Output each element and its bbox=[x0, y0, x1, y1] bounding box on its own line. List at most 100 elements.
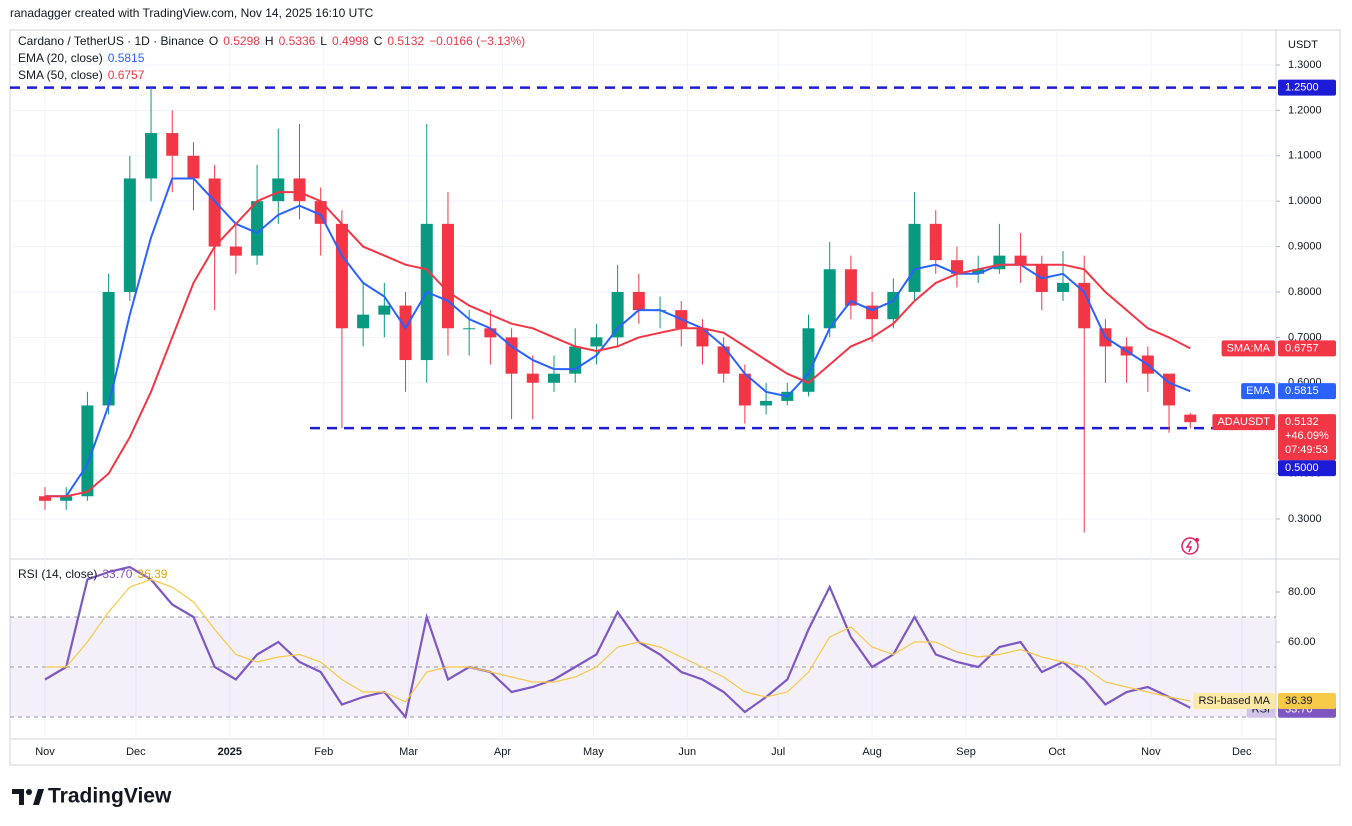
x-tick-label: Sep bbox=[956, 746, 976, 758]
x-tick-label: Nov bbox=[35, 746, 55, 758]
candle-body bbox=[505, 337, 518, 374]
x-tick-label: Oct bbox=[1048, 746, 1065, 758]
candle-body bbox=[717, 346, 730, 374]
rsi-tag-bg bbox=[1278, 693, 1336, 710]
x-tick-label: Jun bbox=[678, 746, 696, 758]
legend-text: C bbox=[374, 34, 383, 48]
legend-text: 0.5336 bbox=[279, 34, 316, 48]
candle-body bbox=[123, 178, 136, 292]
tag-name: RSI-based MA bbox=[1198, 695, 1270, 707]
candle-body bbox=[484, 328, 497, 338]
countdown: 07:49:53 bbox=[1285, 444, 1328, 456]
candle-body bbox=[823, 269, 836, 329]
candle-body bbox=[972, 269, 985, 274]
y-tick-label: 0.3000 bbox=[1288, 513, 1322, 525]
legend-text: H bbox=[265, 34, 274, 48]
candle-body bbox=[950, 260, 963, 274]
last-change: +46.09% bbox=[1285, 430, 1329, 442]
candle-body bbox=[293, 178, 306, 202]
candle-body bbox=[60, 496, 73, 501]
tag-name: EMA bbox=[1246, 385, 1271, 397]
candle-body bbox=[526, 373, 539, 383]
candle-body bbox=[272, 178, 285, 202]
candle-body bbox=[611, 291, 624, 338]
replay-icon[interactable] bbox=[1181, 537, 1199, 555]
y-tick-label: 60.00 bbox=[1288, 636, 1316, 648]
tag-name-bg bbox=[1212, 414, 1275, 431]
series-line bbox=[45, 191, 1191, 498]
x-tick-label: May bbox=[583, 746, 604, 758]
candle-body bbox=[1014, 255, 1027, 265]
candle-body bbox=[547, 373, 560, 383]
level-tag: 0.5000 bbox=[1285, 462, 1319, 474]
candle-body bbox=[145, 133, 158, 179]
level-tag-bg bbox=[1278, 79, 1336, 96]
x-tick-label: Nov bbox=[1141, 746, 1161, 758]
x-tick-label: Dec bbox=[126, 746, 146, 758]
candle-body bbox=[760, 400, 773, 406]
series-line bbox=[44, 565, 1191, 720]
candle-body bbox=[738, 373, 751, 406]
candle-body bbox=[1078, 282, 1091, 329]
x-tick-label: Feb bbox=[314, 746, 333, 758]
candle-body bbox=[1184, 414, 1197, 423]
candle-body bbox=[632, 291, 645, 311]
candle-body bbox=[357, 314, 370, 329]
tag-name-bg bbox=[1241, 383, 1275, 400]
y-tick-label: 1.0000 bbox=[1288, 195, 1322, 207]
legend-text: −0.0166 (−3.13%) bbox=[429, 34, 525, 48]
candle-body bbox=[441, 223, 454, 329]
price-tag-bg bbox=[1278, 340, 1336, 357]
y-tick-label: 1.2000 bbox=[1288, 104, 1322, 116]
legend-text: 0.5298 bbox=[223, 34, 260, 48]
y-tick-label: 0.8000 bbox=[1288, 286, 1322, 298]
candle-body bbox=[335, 223, 348, 329]
candle-body bbox=[208, 178, 221, 247]
brand-name: TradingView bbox=[48, 785, 172, 808]
axis-unit: USDT bbox=[1288, 39, 1318, 51]
chart-frame bbox=[9, 29, 1341, 766]
y-tick-label: 0.7000 bbox=[1288, 331, 1322, 343]
legend-text: RSI (14, close) bbox=[18, 567, 97, 581]
candle-body bbox=[229, 246, 242, 256]
x-tick-label: Apr bbox=[494, 746, 511, 758]
legend-text: EMA (20, close) bbox=[18, 51, 103, 65]
legend-text: O bbox=[209, 34, 218, 48]
legend-text: SMA (50, close) bbox=[18, 68, 103, 82]
legend-text: Cardano / TetherUS · 1D · Binance bbox=[18, 34, 204, 48]
series-line bbox=[45, 578, 1191, 703]
tag-name: SMA:MA bbox=[1227, 342, 1271, 354]
candle-body bbox=[929, 223, 942, 261]
candle-body bbox=[314, 201, 327, 224]
tag-name: ADAUSDT bbox=[1217, 416, 1270, 428]
tag-name-bg bbox=[1221, 340, 1275, 357]
x-tick-label: Jul bbox=[771, 746, 785, 758]
y-tick-label: 1.3000 bbox=[1288, 59, 1322, 71]
candle-body bbox=[378, 305, 391, 315]
x-tick-label: Dec bbox=[1232, 746, 1252, 758]
candle-body bbox=[187, 155, 200, 179]
x-tick-label: Mar bbox=[399, 746, 418, 758]
legend-text: L bbox=[320, 34, 327, 48]
candle-body bbox=[844, 269, 857, 306]
brand-logo bbox=[12, 789, 44, 805]
candle-body bbox=[590, 337, 603, 347]
y-tick-label: 1.1000 bbox=[1288, 150, 1322, 162]
candle-body bbox=[81, 405, 94, 497]
price-tag: 0.5815 bbox=[1285, 385, 1319, 397]
legend-text: 0.5815 bbox=[108, 51, 145, 65]
level-tag: 1.2500 bbox=[1285, 82, 1319, 94]
last-price: 0.5132 bbox=[1285, 416, 1319, 428]
rsi-tag: 36.39 bbox=[1285, 695, 1313, 707]
price-tag: 0.6757 bbox=[1285, 342, 1319, 354]
legend-text: 0.4998 bbox=[332, 34, 369, 48]
legend-text: 0.6757 bbox=[108, 68, 145, 82]
price-tag-bg bbox=[1278, 383, 1336, 400]
candle-body bbox=[463, 328, 476, 330]
tag-name-bg bbox=[1193, 693, 1275, 710]
legend-text: 36.39 bbox=[137, 567, 167, 581]
legend-text: 33.70 bbox=[102, 567, 132, 581]
x-tick-label: 2025 bbox=[218, 746, 242, 758]
candle-body bbox=[696, 328, 709, 347]
